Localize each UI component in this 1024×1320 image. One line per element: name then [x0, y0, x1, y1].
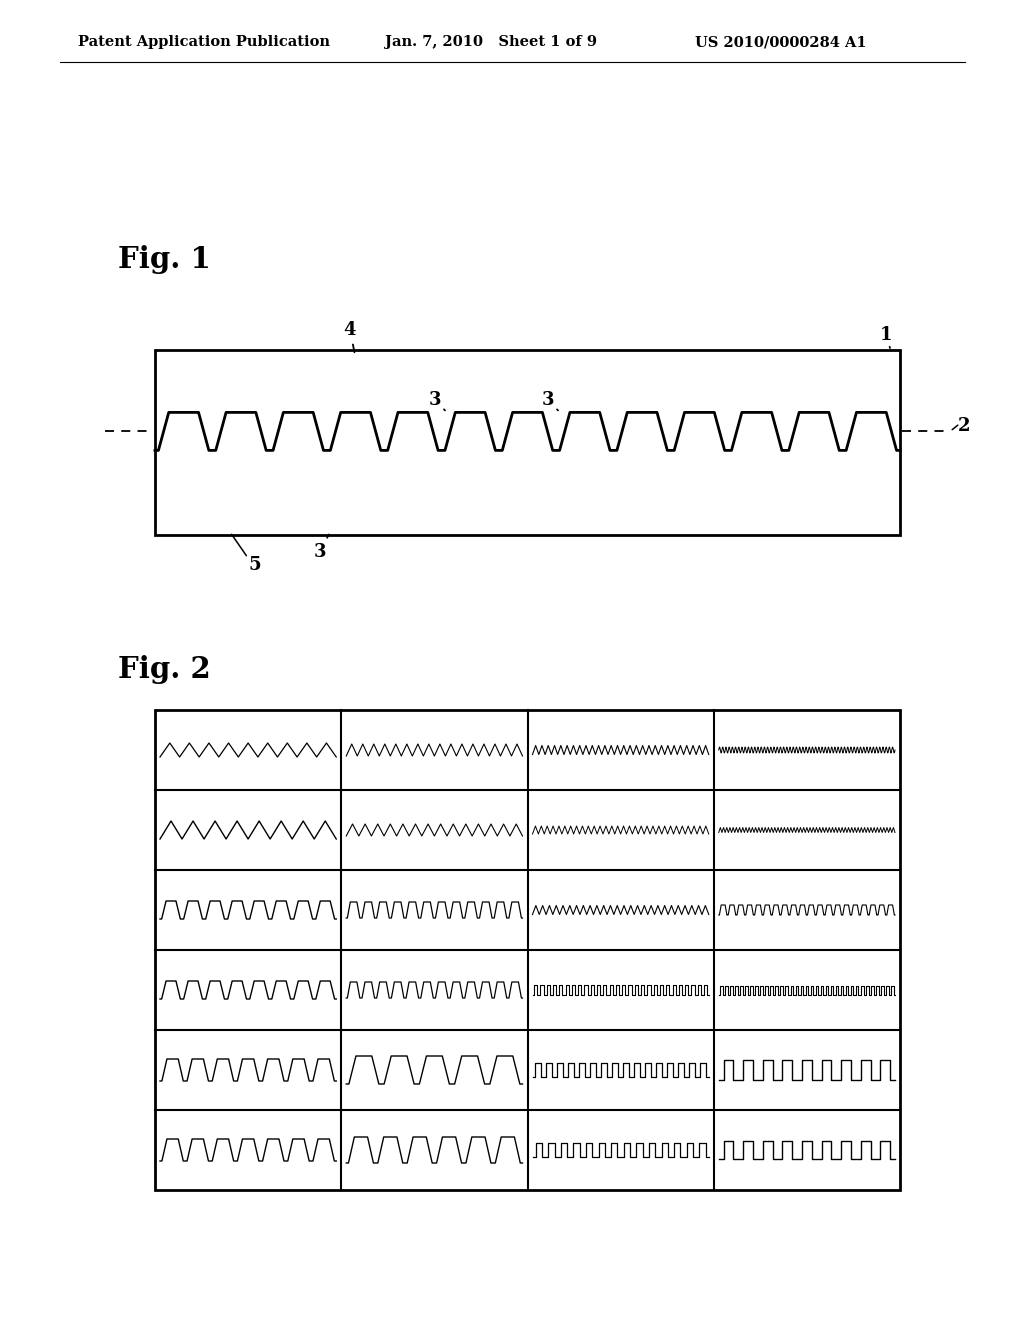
Text: 1: 1 — [880, 326, 893, 348]
Text: 4: 4 — [344, 321, 356, 352]
Bar — [155, 710, 900, 1191]
Text: 3: 3 — [313, 535, 329, 561]
Bar — [155, 350, 900, 535]
Text: Fig. 2: Fig. 2 — [118, 656, 211, 685]
Text: 3: 3 — [542, 391, 558, 411]
Text: 5: 5 — [249, 556, 261, 574]
Text: Jan. 7, 2010   Sheet 1 of 9: Jan. 7, 2010 Sheet 1 of 9 — [385, 36, 597, 49]
Text: 2: 2 — [958, 417, 971, 436]
Text: 3: 3 — [429, 391, 445, 411]
Text: Patent Application Publication: Patent Application Publication — [78, 36, 330, 49]
Text: Fig. 1: Fig. 1 — [118, 246, 211, 275]
Text: US 2010/0000284 A1: US 2010/0000284 A1 — [695, 36, 866, 49]
